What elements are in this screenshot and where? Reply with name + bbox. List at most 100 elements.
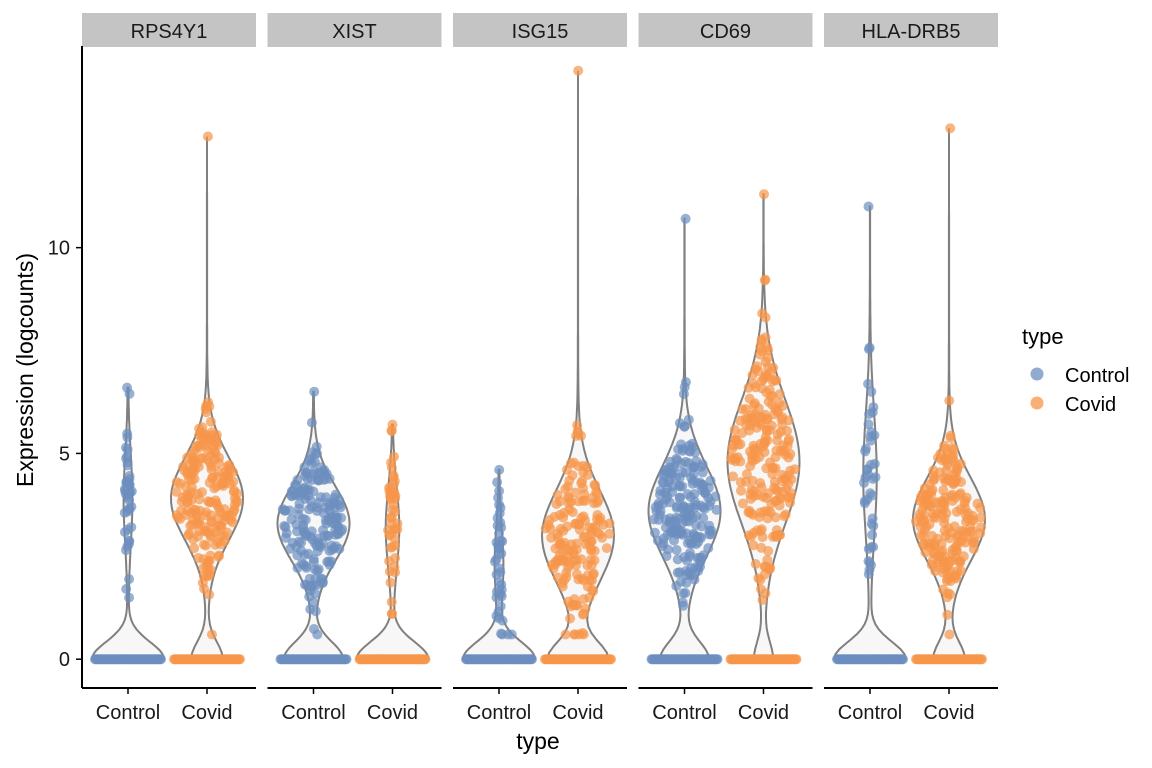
point — [779, 511, 790, 522]
y-tick-label: 10 — [48, 238, 70, 260]
point — [313, 475, 324, 486]
point-zero — [420, 654, 431, 665]
point — [703, 543, 714, 554]
point — [189, 543, 200, 554]
point — [938, 584, 949, 595]
point — [755, 526, 766, 537]
point — [219, 515, 230, 526]
point — [700, 488, 711, 499]
point — [309, 386, 320, 397]
point — [942, 566, 952, 577]
point — [671, 473, 682, 484]
point — [869, 430, 880, 441]
x-tick-label: Covid — [738, 702, 789, 724]
x-tick-label: Control — [838, 702, 902, 724]
point — [392, 524, 403, 535]
point — [121, 442, 131, 453]
point — [763, 396, 774, 407]
point — [386, 457, 396, 468]
point — [763, 345, 774, 356]
point — [867, 513, 878, 524]
point — [284, 505, 295, 516]
point — [312, 629, 323, 640]
point — [744, 393, 755, 404]
point — [958, 526, 969, 537]
point — [560, 484, 571, 494]
point — [224, 460, 235, 470]
x-axis-title: type — [516, 728, 559, 754]
point — [495, 517, 506, 528]
facet-strip-label: ISG15 — [512, 21, 569, 43]
point — [929, 540, 939, 551]
point — [769, 476, 780, 487]
point — [867, 529, 878, 540]
facet-strip-label: CD69 — [700, 21, 751, 43]
point — [948, 444, 959, 455]
point — [390, 506, 401, 517]
point — [678, 501, 689, 512]
facet-strip — [824, 13, 998, 47]
point — [544, 515, 555, 525]
point — [121, 545, 131, 556]
point-zero — [898, 654, 908, 665]
point — [294, 503, 304, 514]
legend-label-covid: Covid — [1065, 394, 1116, 416]
point — [296, 545, 307, 556]
point — [956, 477, 966, 487]
point — [920, 547, 931, 558]
point — [193, 526, 204, 536]
point — [334, 544, 345, 554]
x-tick-label: Covid — [923, 702, 974, 724]
point — [859, 477, 869, 488]
point — [334, 500, 345, 510]
point — [587, 492, 598, 503]
point — [678, 600, 689, 611]
point — [296, 537, 307, 548]
point — [866, 542, 877, 553]
point — [650, 502, 661, 513]
facet-strip-label: XIST — [332, 21, 376, 43]
point — [572, 420, 583, 431]
point — [728, 471, 738, 482]
point — [590, 480, 601, 491]
point — [578, 629, 589, 640]
point — [213, 551, 224, 562]
point — [305, 495, 316, 506]
point — [551, 499, 562, 509]
y-axis: 0 5 10 — [48, 46, 83, 688]
point — [493, 492, 504, 503]
point-zero — [977, 654, 987, 665]
panel-hla-drb5: HLA-DRB5 Control Covid — [824, 13, 998, 724]
point — [661, 551, 672, 562]
point — [212, 471, 223, 482]
point — [960, 495, 971, 506]
point — [390, 553, 401, 564]
point — [573, 65, 584, 76]
point — [175, 478, 186, 489]
panels-layer: RPS4Y1 Control Covid XIST Control Covid ISG15 C… — [82, 13, 998, 724]
point — [944, 395, 955, 406]
legend-label-control: Control — [1065, 365, 1129, 387]
point — [119, 507, 130, 518]
point — [286, 490, 297, 501]
point — [755, 349, 766, 360]
point — [758, 491, 769, 502]
point — [917, 504, 928, 515]
point — [678, 588, 689, 599]
point — [657, 541, 668, 552]
point — [755, 507, 766, 518]
panel-xist: XIST Control Covid — [267, 13, 442, 724]
point — [124, 574, 135, 585]
point — [206, 510, 217, 521]
point — [200, 540, 211, 551]
point — [745, 493, 756, 504]
point — [968, 544, 979, 554]
point — [492, 477, 503, 488]
point — [178, 461, 189, 472]
point — [688, 462, 699, 473]
point — [555, 523, 566, 534]
point — [182, 469, 193, 480]
point — [384, 482, 395, 493]
